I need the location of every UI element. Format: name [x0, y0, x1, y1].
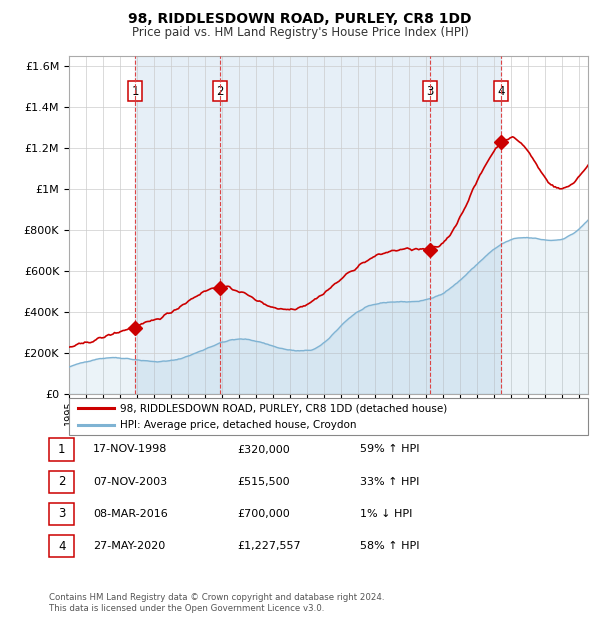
Text: 58% ↑ HPI: 58% ↑ HPI [360, 541, 419, 551]
Text: £320,000: £320,000 [237, 445, 290, 454]
Text: 3: 3 [58, 508, 65, 520]
Text: £515,500: £515,500 [237, 477, 290, 487]
Text: 17-NOV-1998: 17-NOV-1998 [93, 445, 167, 454]
Bar [135, 56, 220, 394]
Text: 59% ↑ HPI: 59% ↑ HPI [360, 445, 419, 454]
Text: 3: 3 [426, 85, 433, 98]
Text: 27-MAY-2020: 27-MAY-2020 [93, 541, 165, 551]
Bar [220, 56, 430, 394]
Text: 07-NOV-2003: 07-NOV-2003 [93, 477, 167, 487]
Text: 1% ↓ HPI: 1% ↓ HPI [360, 509, 412, 519]
Bar [430, 56, 502, 394]
Text: 4: 4 [58, 540, 65, 552]
Text: Price paid vs. HM Land Registry's House Price Index (HPI): Price paid vs. HM Land Registry's House … [131, 26, 469, 38]
Text: HPI: Average price, detached house, Croydon: HPI: Average price, detached house, Croy… [120, 420, 356, 430]
Text: 98, RIDDLESDOWN ROAD, PURLEY, CR8 1DD (detached house): 98, RIDDLESDOWN ROAD, PURLEY, CR8 1DD (d… [120, 404, 447, 414]
Text: £1,227,557: £1,227,557 [237, 541, 301, 551]
Text: 1: 1 [131, 85, 139, 98]
Text: £700,000: £700,000 [237, 509, 290, 519]
Text: 2: 2 [216, 85, 223, 98]
Text: 98, RIDDLESDOWN ROAD, PURLEY, CR8 1DD: 98, RIDDLESDOWN ROAD, PURLEY, CR8 1DD [128, 12, 472, 25]
Text: 4: 4 [497, 85, 505, 98]
Text: Contains HM Land Registry data © Crown copyright and database right 2024.
This d: Contains HM Land Registry data © Crown c… [49, 593, 385, 613]
Text: 08-MAR-2016: 08-MAR-2016 [93, 509, 168, 519]
Text: 33% ↑ HPI: 33% ↑ HPI [360, 477, 419, 487]
Text: 1: 1 [58, 443, 65, 456]
Text: 2: 2 [58, 476, 65, 488]
